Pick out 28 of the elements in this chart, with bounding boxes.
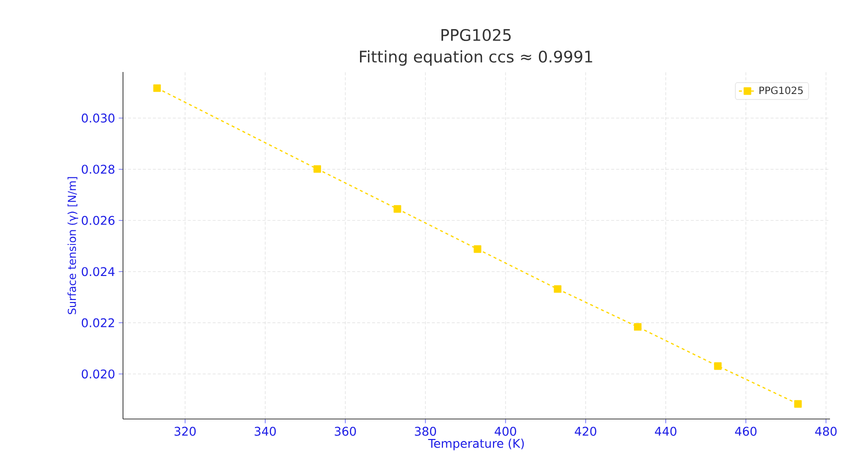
x-axis-title: Temperature (K) <box>428 438 524 450</box>
point <box>794 400 802 408</box>
point <box>394 205 402 213</box>
y-tick-label: 0.020 <box>82 369 114 378</box>
y-tick-label: 0.022 <box>82 318 114 328</box>
x-tick-label: 420 <box>574 426 596 436</box>
y-tick-label: 0.028 <box>82 164 114 174</box>
chart-subtitle: Fitting equation ccs ≈ 0.9991 <box>360 50 592 66</box>
x-tick-label: 320 <box>174 426 196 436</box>
x-tick-label: 460 <box>735 426 756 436</box>
point <box>474 245 482 253</box>
x-tick-label: 380 <box>414 426 436 436</box>
y-tick-label: 0.026 <box>82 216 114 225</box>
chart-title: PPG1025 <box>441 28 511 42</box>
point <box>554 285 562 293</box>
x-tick-label: 360 <box>334 426 356 436</box>
y-tick-label: 0.024 <box>82 267 115 276</box>
x-tick-label: 340 <box>254 426 276 436</box>
y-axis-title: Surface tension (γ) [N/m] <box>68 177 78 314</box>
x-tick-label: 400 <box>494 426 516 436</box>
point <box>313 165 322 173</box>
x-tick-label: 440 <box>654 426 676 436</box>
y-tick-label: 0.030 <box>82 114 114 123</box>
x-tick-label: 480 <box>815 426 837 436</box>
point <box>634 323 642 331</box>
point <box>714 362 722 370</box>
point <box>153 84 161 92</box>
legend-label: PPG1025 <box>760 86 803 94</box>
